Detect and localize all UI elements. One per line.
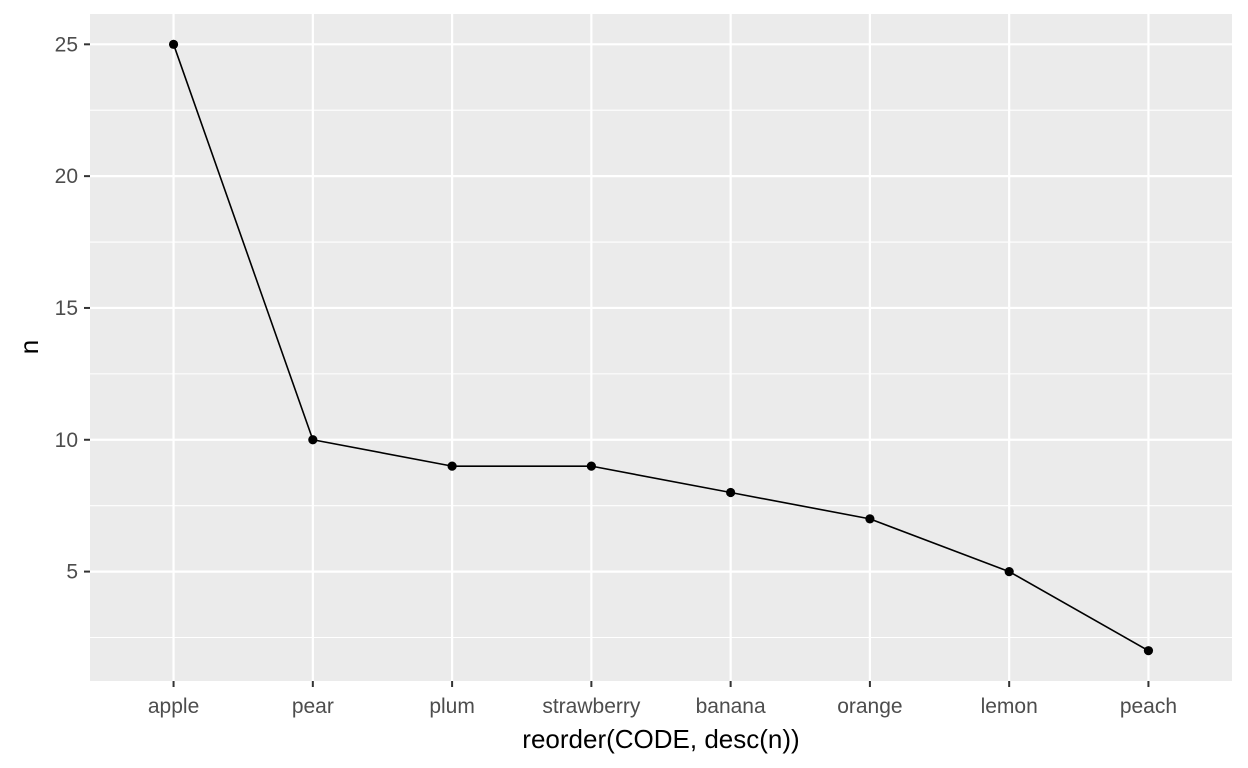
- x-tick-label-lemon: lemon: [981, 695, 1038, 718]
- y-tick-label: 20: [55, 165, 78, 188]
- x-tick-label-banana: banana: [696, 695, 766, 718]
- series-layer: [168, 39, 1154, 656]
- plot-panel: [90, 14, 1232, 681]
- data-point-banana: [726, 487, 736, 498]
- x-tick-label-plum: plum: [429, 695, 475, 718]
- y-tick-label: 15: [55, 297, 78, 320]
- minor-gridlines: [90, 109, 1232, 639]
- data-point-lemon: [1004, 566, 1014, 577]
- data-point-apple: [168, 39, 179, 49]
- x-tick-label-apple: apple: [148, 695, 199, 718]
- y-axis: 5 10 15 20 25: [55, 33, 90, 584]
- major-gridlines: [90, 14, 1232, 681]
- x-axis-title: reorder(CODE, desc(n)): [522, 724, 799, 754]
- x-tick-label-pear: pear: [292, 695, 334, 718]
- data-point-pear: [308, 435, 318, 445]
- data-point-orange: [865, 514, 875, 524]
- series-line: [172, 44, 1149, 652]
- y-tick-label: 25: [55, 33, 78, 56]
- data-point-peach: [1143, 646, 1154, 656]
- y-tick-label: 5: [66, 561, 78, 584]
- x-axis: apple pear plum strawberry banana orange lemon…: [148, 681, 1177, 718]
- data-point-strawberry: [586, 461, 596, 471]
- x-tick-label-peach: peach: [1120, 695, 1177, 718]
- data-point-plum: [447, 461, 457, 471]
- x-tick-label-strawberry: strawberry: [542, 695, 641, 718]
- y-tick-label: 10: [55, 429, 78, 452]
- y-axis-title: n: [14, 340, 44, 354]
- x-tick-label-orange: orange: [837, 695, 902, 718]
